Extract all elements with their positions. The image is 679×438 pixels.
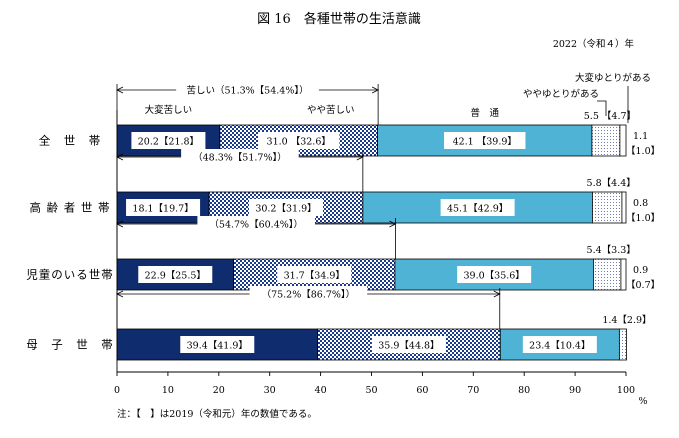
bar-segment	[620, 258, 627, 291]
bracket-label: （75.2%【86.7%】）	[262, 289, 356, 301]
bar-segment	[621, 191, 627, 224]
bracket-arrowhead	[389, 220, 397, 228]
bracket-label: 苦しい（51.3%【54.4%】）	[187, 85, 309, 97]
data-label: 5.8【4.4】	[587, 178, 636, 189]
data-label: 31.0 【32.6】	[267, 137, 331, 148]
value-label-box	[138, 266, 213, 283]
data-label: 【0.7】	[626, 280, 660, 291]
chart-note: 注：【 】は2019（令和元）年の数値である。	[117, 408, 317, 420]
leader-line	[597, 100, 607, 116]
value-label-box	[258, 132, 340, 149]
x-tick-label: 20	[213, 385, 225, 396]
data-label: 23.4【10.4】	[529, 341, 590, 352]
bar-segment	[592, 191, 623, 224]
data-label: 45.1【42.9】	[447, 204, 508, 215]
x-tick-label: 80	[518, 385, 530, 396]
data-label: 20.2【21.8】	[138, 137, 199, 148]
x-axis-unit: %	[638, 396, 647, 407]
x-tick-label: 60	[416, 385, 428, 396]
value-label-box	[522, 336, 597, 353]
x-tick-label: 10	[162, 385, 174, 396]
value-label-box	[457, 266, 532, 283]
value-label-box	[180, 336, 255, 353]
x-tick-label: 100	[617, 385, 635, 396]
data-label: 22.9【25.5】	[145, 271, 206, 282]
bracket-label-box	[176, 82, 319, 96]
value-label-box	[131, 132, 206, 149]
bracket-arrowhead	[116, 86, 124, 94]
value-label-box	[444, 132, 526, 149]
data-label: 1.1	[633, 131, 648, 142]
category-label: 児童のいる世帯	[26, 268, 114, 282]
data-label: 18.1【19.7】	[132, 204, 193, 215]
value-label-box	[126, 199, 201, 216]
bar-segment	[619, 124, 627, 157]
value-label-box	[371, 336, 446, 353]
category-label: 全 世 帯	[39, 134, 102, 148]
x-tick-label: 30	[264, 385, 276, 396]
x-tick-label: 40	[315, 385, 327, 396]
bracket-label-box	[249, 286, 368, 300]
data-label: 1.4【2.9】	[602, 315, 651, 326]
data-label: 31.7【34.9】	[284, 271, 345, 282]
bracket-label: （54.7%【60.4%】）	[209, 219, 303, 231]
bracket-label-box	[197, 216, 316, 230]
data-label: 35.9【44.8】	[378, 341, 439, 352]
x-tick-label: 90	[569, 385, 581, 396]
bar-segment	[593, 258, 622, 291]
value-label-box	[248, 199, 323, 216]
chart-title: 図 16 各種世帯の生活意識	[257, 11, 421, 27]
data-label: 5.5 【4.7】	[584, 111, 636, 122]
series-label: 大変ゆとりがある	[575, 72, 651, 84]
bracket-arrowhead	[371, 86, 380, 94]
chart-subtitle: 2022（令和４）年	[553, 38, 635, 50]
series-label: 普 通	[470, 107, 499, 119]
data-label: 0.8	[633, 198, 648, 209]
series-label: 大変苦しい	[145, 104, 193, 116]
data-label: 30.2【31.9】	[255, 204, 316, 215]
x-tick-label: 50	[365, 385, 377, 396]
data-label: 39.0【35.6】	[464, 271, 525, 282]
bar-segment	[618, 328, 627, 361]
data-label: 0.9	[633, 265, 648, 276]
x-axis: 0 10 20 30 40 50 60 70 80 90 100%	[114, 110, 648, 407]
series-label: やや苦しい	[307, 104, 355, 116]
category-label: 高 齢 者 世 帯	[29, 201, 110, 215]
data-label: 42.1 【39.9】	[453, 137, 517, 148]
x-tick-label: 70	[467, 385, 479, 396]
value-label-box	[440, 199, 515, 216]
bracket-label: （48.3%【51.7%】）	[193, 152, 287, 164]
data-label: 【1.0】	[626, 146, 660, 157]
bar-segment	[591, 124, 621, 157]
annotations-layer: 全 世 帯 20.2【21.8】 31.0 【32.6】 42.1 【39.9】 5.5…	[26, 72, 660, 353]
bracket-arrowhead	[493, 290, 501, 298]
bracket-label-box	[181, 149, 299, 163]
data-label: 5.4【3.3】	[587, 245, 636, 256]
bracket-arrowhead	[356, 153, 364, 161]
data-label: 39.4【41.9】	[187, 341, 248, 352]
x-tick-label: 0	[114, 385, 120, 396]
data-label: 【1.0】	[626, 213, 660, 224]
value-label-box	[277, 266, 352, 283]
category-label: 母 子 世 帯	[26, 338, 114, 352]
series-label: ややゆとりがある	[523, 88, 599, 100]
